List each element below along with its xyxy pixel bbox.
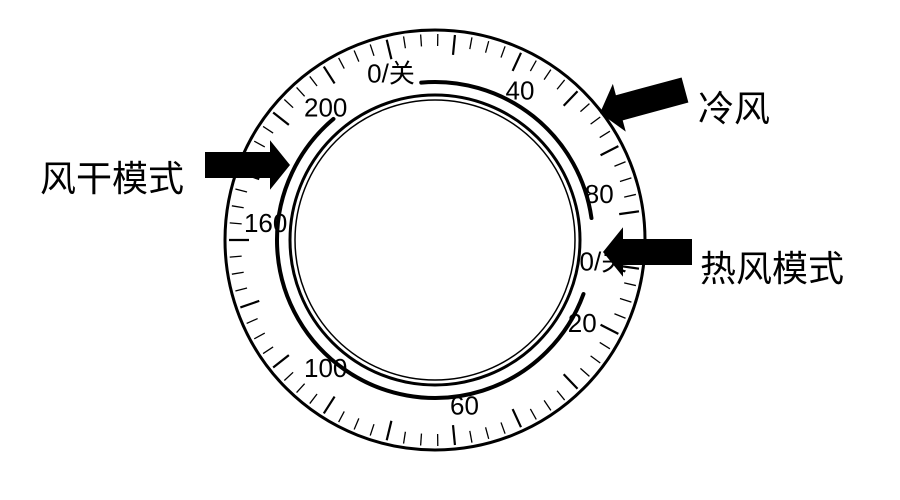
- tick: [263, 347, 273, 354]
- tick: [310, 76, 317, 86]
- tick: [284, 100, 293, 108]
- tick: [230, 256, 242, 257]
- tick: [297, 384, 305, 393]
- tick: [387, 40, 392, 59]
- callout-hot-label: 热风模式: [700, 240, 844, 292]
- tick: [601, 325, 619, 334]
- tick: [513, 53, 521, 71]
- callout-cold-label: 冷风: [698, 80, 770, 132]
- tick: [453, 425, 455, 445]
- arrow-cold: [600, 77, 688, 131]
- dial-number: 40: [506, 76, 535, 106]
- tick: [486, 427, 489, 439]
- tick: [453, 35, 455, 55]
- tick: [235, 288, 247, 291]
- tick: [624, 194, 636, 197]
- tick: [421, 35, 422, 47]
- tick: [247, 319, 258, 324]
- tick: [254, 333, 265, 339]
- tick: [230, 223, 242, 224]
- tick: [370, 424, 374, 435]
- tick: [324, 397, 335, 414]
- dial-number: 0/关: [367, 59, 415, 89]
- tick: [530, 409, 536, 419]
- tick: [614, 314, 625, 319]
- tick: [470, 37, 472, 49]
- tick: [564, 91, 578, 105]
- tick: [620, 299, 631, 303]
- tick: [501, 46, 505, 57]
- knob-outer[interactable]: [290, 95, 580, 385]
- dial-number: 160: [244, 208, 287, 238]
- tick: [404, 36, 406, 48]
- tick: [591, 356, 601, 363]
- tick: [600, 342, 610, 348]
- dial-number: 20: [568, 308, 597, 338]
- callout-dry-label: 风干模式: [40, 150, 184, 202]
- dial-number: 200: [304, 93, 347, 123]
- dial-number: 100: [304, 353, 347, 383]
- tick: [591, 117, 601, 124]
- tick: [263, 126, 273, 133]
- outer-ring: [225, 30, 645, 450]
- tick: [354, 418, 359, 429]
- tick: [513, 409, 521, 427]
- tick: [619, 211, 639, 214]
- tick: [614, 162, 625, 167]
- tick: [624, 283, 636, 286]
- tick: [339, 58, 345, 69]
- tick: [254, 141, 265, 147]
- tick: [404, 432, 406, 444]
- tick: [601, 146, 619, 155]
- tick: [530, 61, 536, 71]
- tick: [232, 206, 244, 208]
- tick: [564, 374, 578, 388]
- tick: [600, 131, 610, 137]
- tick: [232, 272, 244, 274]
- tick: [557, 391, 565, 400]
- tick: [324, 67, 335, 84]
- tick: [470, 431, 472, 443]
- tick: [370, 44, 374, 55]
- tick: [620, 178, 631, 182]
- tick: [580, 368, 589, 376]
- tick: [310, 394, 317, 404]
- tick: [339, 411, 345, 422]
- dial-number: 80: [585, 179, 614, 209]
- tick: [557, 80, 565, 89]
- dial-number: 60: [450, 390, 479, 420]
- tick: [354, 51, 359, 62]
- tick: [240, 301, 259, 308]
- tick: [544, 70, 551, 80]
- tick: [421, 434, 422, 446]
- tick: [273, 355, 289, 367]
- knob-inner[interactable]: [295, 100, 575, 380]
- tick: [544, 400, 551, 410]
- tick: [501, 422, 505, 433]
- tick: [387, 421, 392, 440]
- tick: [486, 41, 489, 53]
- tick: [273, 113, 289, 125]
- tick: [580, 104, 589, 112]
- tick: [235, 189, 247, 192]
- tick: [284, 372, 293, 380]
